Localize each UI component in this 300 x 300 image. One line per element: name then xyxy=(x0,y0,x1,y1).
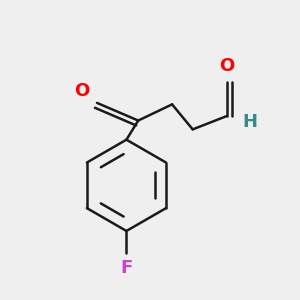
Text: F: F xyxy=(120,259,133,277)
Text: H: H xyxy=(243,113,258,131)
Text: O: O xyxy=(219,57,234,75)
Text: O: O xyxy=(74,82,90,100)
